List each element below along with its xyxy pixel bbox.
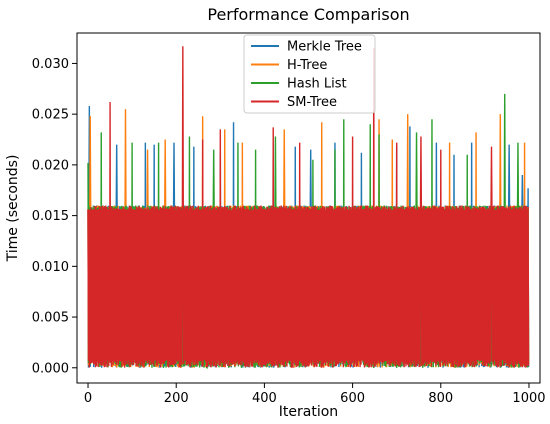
legend-items: Merkle Tree H-Tree Hash List SM-Tree: [251, 40, 362, 110]
y-tick-label: 0.005: [32, 311, 69, 326]
y-tick-label: 0.025: [32, 108, 69, 123]
x-tick-label: 0: [84, 391, 92, 406]
y-tick-label: 0.030: [32, 57, 69, 72]
legend: Merkle Tree H-Tree Hash List SM-Tree: [243, 34, 376, 114]
x-axis: 0 200 400 600 800 1000: [84, 383, 546, 406]
y-axis: 0.000 0.005 0.010 0.015 0.020 0.025 0.030: [32, 57, 77, 376]
y-tick-label: 0.020: [32, 158, 69, 173]
x-axis-label: Iteration: [279, 404, 338, 420]
legend-box: [243, 34, 376, 114]
legend-label: Merkle Tree: [287, 40, 362, 55]
x-tick-label: 200: [164, 391, 189, 406]
legend-label: H-Tree: [287, 58, 327, 73]
y-tick-label: 0.000: [32, 361, 69, 376]
legend-label: SM-Tree: [287, 95, 337, 110]
y-tick-label: 0.015: [32, 209, 69, 224]
series-line-4: [87, 46, 530, 368]
y-tick-label: 0.010: [32, 260, 69, 275]
x-tick-label: 800: [428, 391, 453, 406]
x-tick-label: 1000: [512, 391, 545, 406]
series-layer: [87, 46, 530, 369]
plot-frame: [76, 32, 541, 384]
y-axis-label: Time (seconds): [5, 155, 21, 263]
chart-title: Performance Comparison: [207, 5, 409, 24]
x-tick-label: 600: [340, 391, 365, 406]
legend-label: Hash List: [287, 77, 347, 92]
x-tick-label: 400: [252, 391, 277, 406]
